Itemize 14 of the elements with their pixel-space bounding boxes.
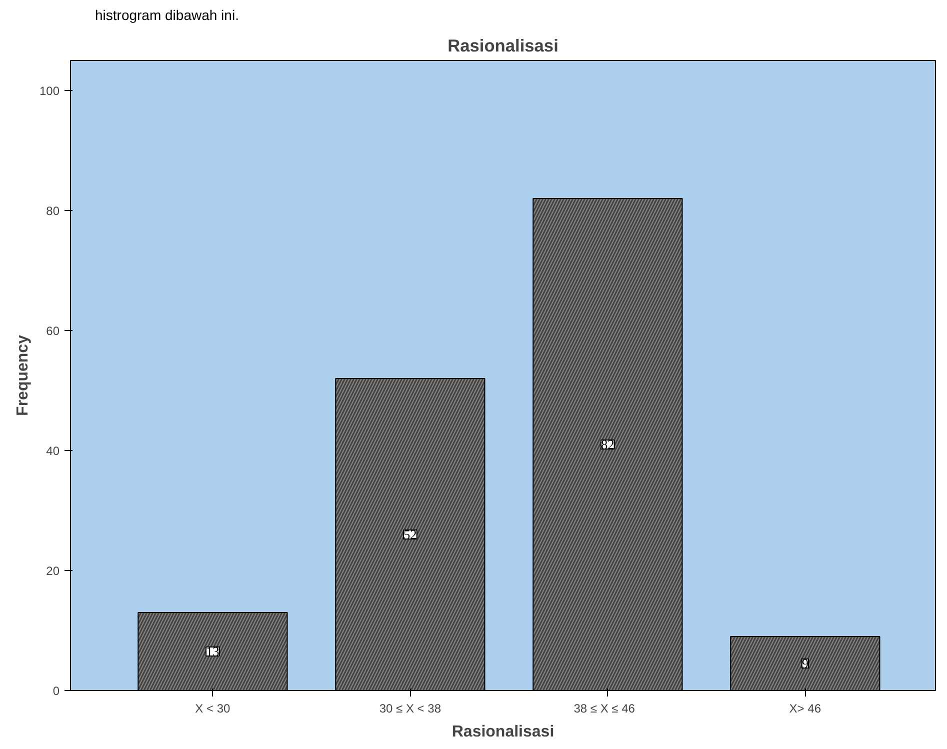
x-axis-title: Rasionalisasi <box>452 724 554 740</box>
y-tick-label: 40 <box>46 444 60 458</box>
text: histrogram dibawah ini. <box>95 6 239 25</box>
x-tick-label: 30 ≤ X < 38 <box>379 702 442 716</box>
y-axis-title: Frequency <box>14 334 32 416</box>
x-tick-label: X> 46 <box>789 702 822 716</box>
x-tick-label: X < 30 <box>195 702 231 716</box>
y-tick-label: 80 <box>46 204 60 218</box>
y-tick-label: 60 <box>46 324 60 338</box>
x-tick-label: 38 ≤ X ≤ 46 <box>574 702 636 716</box>
y-tick-label: 0 <box>52 684 60 698</box>
y-tick-label: 100 <box>39 84 60 98</box>
y-tick-label: 20 <box>46 564 60 578</box>
chart-title: Rasionalisasi <box>448 36 558 56</box>
